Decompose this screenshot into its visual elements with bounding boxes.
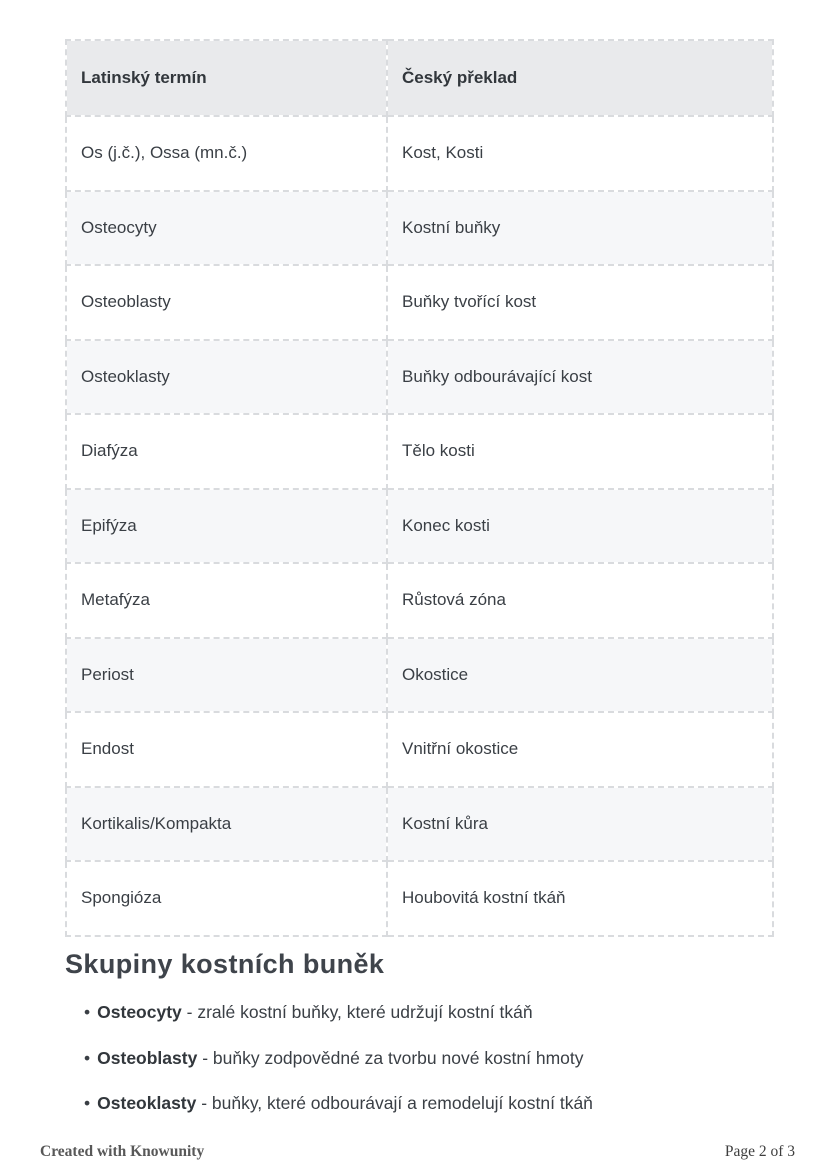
bullet-icon: • bbox=[84, 1002, 91, 1022]
header-latin-term: Latinský termín bbox=[65, 39, 388, 117]
cell-latin-term: Osteoblasty bbox=[65, 264, 388, 341]
header-czech-translation: Český překlad bbox=[386, 39, 774, 117]
list-item-term: Osteocyty bbox=[97, 1002, 182, 1022]
table-header-row: Latinský termín Český překlad bbox=[65, 39, 774, 117]
cell-latin-term: Osteocyty bbox=[65, 189, 388, 266]
table-row: Osteoblasty Buňky tvořící kost bbox=[65, 264, 774, 341]
cell-latin-term: Diafýza bbox=[65, 413, 388, 490]
cell-czech-translation: Kost, Kosti bbox=[386, 115, 774, 192]
table-row: Os (j.č.), Ossa (mn.č.) Kost, Kosti bbox=[65, 115, 774, 192]
list-item-term: Osteoblasty bbox=[97, 1047, 198, 1068]
cell-czech-translation: Okostice bbox=[386, 636, 774, 713]
cell-czech-translation: Tělo kosti bbox=[386, 413, 774, 490]
cell-czech-translation: Kostní kůra bbox=[386, 785, 774, 862]
list-item-description: - zralé kostní buňky, které udržují kost… bbox=[181, 1002, 533, 1022]
cell-latin-term: Endost bbox=[65, 711, 388, 788]
cell-latin-term: Osteoklasty bbox=[65, 338, 388, 415]
footer-page-number: Page 2 of 3 bbox=[724, 1143, 795, 1160]
cell-czech-translation: Buňky odbourávající kost bbox=[386, 338, 774, 415]
cell-latin-term: Os (j.č.), Ossa (mn.č.) bbox=[65, 115, 388, 192]
latin-czech-vocabulary-table: Latinský termín Český překlad Os (j.č.),… bbox=[65, 39, 774, 937]
table-row: Diafýza Tělo kosti bbox=[65, 413, 774, 490]
list-item: • Osteoklasty - buňky, které odbourávají … bbox=[84, 1092, 593, 1114]
footer-branding: Created with Knowunity bbox=[40, 1143, 205, 1160]
cell-latin-term: Kortikalis/Kompakta bbox=[65, 785, 388, 862]
cell-latin-term: Metafýza bbox=[65, 562, 388, 639]
cell-czech-translation: Houbovitá kostní tkáň bbox=[386, 860, 774, 937]
cell-latin-term: Periost bbox=[65, 636, 388, 713]
cell-czech-translation: Růstová zóna bbox=[386, 562, 774, 639]
table-row: Periost Okostice bbox=[65, 636, 774, 713]
cell-czech-translation: Buňky tvořící kost bbox=[386, 264, 774, 341]
cell-czech-translation: Konec kosti bbox=[386, 487, 774, 564]
list-item-description: - buňky, které odbourávají a remodelují … bbox=[196, 1093, 593, 1113]
bullet-icon: • bbox=[84, 1093, 91, 1113]
table-row: Epifýza Konec kosti bbox=[65, 487, 774, 564]
bone-cell-groups-list: • Osteocyty - zralé kostní buňky, které u… bbox=[84, 1001, 593, 1138]
list-item-description: - buňky zodpovědné za tvorbu nové kostní… bbox=[197, 1047, 584, 1068]
table-row: Osteoklasty Buňky odbourávající kost bbox=[65, 338, 774, 415]
cell-latin-term: Epifýza bbox=[65, 487, 388, 564]
section-heading-bone-cell-groups: Skupiny kostních buněk bbox=[65, 949, 385, 979]
table-row: Metafýza Růstová zóna bbox=[65, 562, 774, 639]
cell-czech-translation: Kostní buňky bbox=[386, 189, 774, 266]
table-row: Osteocyty Kostní buňky bbox=[65, 189, 774, 266]
table-row: Kortikalis/Kompakta Kostní kůra bbox=[65, 785, 774, 862]
table-row: Endost Vnitřní okostice bbox=[65, 711, 774, 788]
list-item: • Osteocyty - zralé kostní buňky, které u… bbox=[84, 1001, 593, 1023]
bullet-icon: • bbox=[84, 1047, 91, 1068]
cell-czech-translation: Vnitřní okostice bbox=[386, 711, 774, 788]
cell-latin-term: Spongióza bbox=[65, 860, 388, 937]
list-item: • Osteoblasty - buňky zodpovědné za tvorb… bbox=[84, 1047, 593, 1069]
table-row: Spongióza Houbovitá kostní tkáň bbox=[65, 860, 774, 937]
list-item-term: Osteoklasty bbox=[97, 1093, 197, 1113]
